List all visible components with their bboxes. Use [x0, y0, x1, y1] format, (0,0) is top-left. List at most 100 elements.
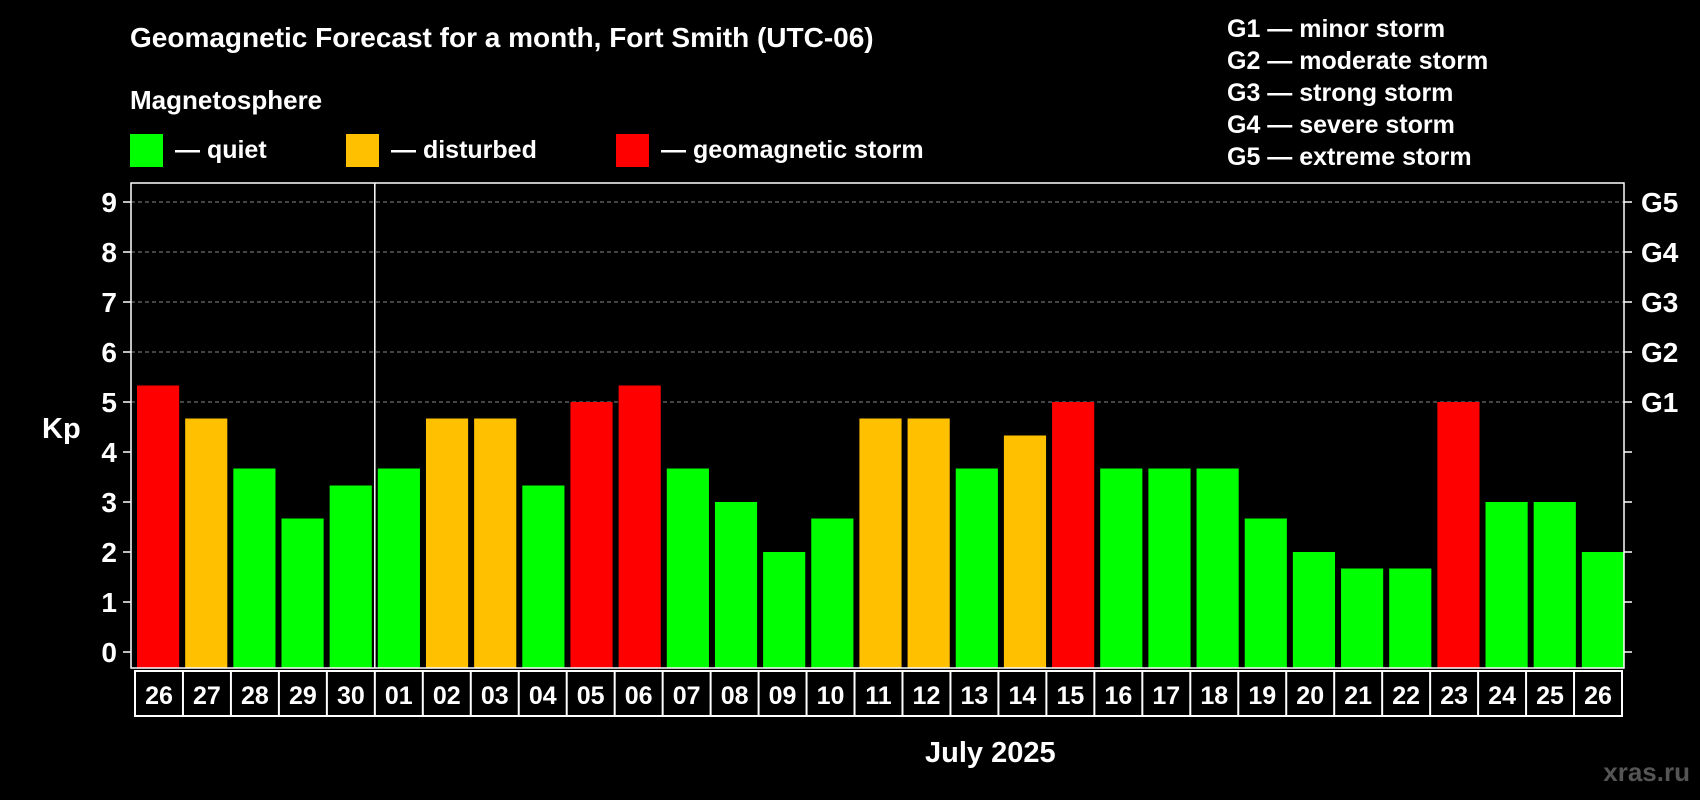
- bar-17: [955, 468, 998, 668]
- bar-26: [1389, 568, 1432, 668]
- bar-10: [618, 385, 661, 668]
- g-tick-label-G4: G4: [1641, 237, 1679, 268]
- legend-item-quiet: — quiet: [130, 133, 267, 167]
- y-axis-label: Kp: [42, 413, 81, 445]
- g-tick-label-G5: G5: [1641, 187, 1678, 218]
- date-label-0: 26: [145, 682, 173, 710]
- date-label-2: 28: [241, 682, 269, 710]
- bar-30: [1581, 552, 1624, 668]
- date-label-19: 15: [1056, 682, 1084, 710]
- date-label-29: 25: [1536, 682, 1564, 710]
- date-label-21: 17: [1152, 682, 1180, 710]
- date-label-10: 06: [625, 682, 653, 710]
- bar-28: [1485, 502, 1528, 668]
- date-label-27: 23: [1440, 682, 1468, 710]
- bar-20: [1100, 468, 1143, 668]
- g-level-2: G2 — moderate storm: [1227, 47, 1489, 75]
- legend-label-storm: — geomagnetic storm: [661, 135, 924, 164]
- date-label-22: 18: [1200, 682, 1228, 710]
- ytick-label-1: 1: [101, 587, 117, 618]
- date-label-12: 08: [721, 682, 749, 710]
- bar-25: [1341, 568, 1384, 668]
- date-label-11: 07: [673, 682, 701, 710]
- bar-22: [1196, 468, 1239, 668]
- date-label-8: 04: [529, 682, 557, 710]
- legend-label-quiet: — quiet: [175, 135, 267, 164]
- bar-23: [1244, 518, 1287, 668]
- bar-24: [1292, 552, 1336, 668]
- date-row: [134, 670, 1623, 717]
- bar-29: [1533, 502, 1576, 668]
- legend-swatch-disturbed: [346, 133, 379, 167]
- ytick-label-3: 3: [101, 487, 117, 518]
- legend-item-storm: — geomagnetic storm: [616, 133, 924, 167]
- bar-19: [1052, 402, 1095, 668]
- bar-11: [666, 468, 709, 668]
- legend-item-disturbed: — disturbed: [346, 133, 537, 167]
- g-tick-label-G1: G1: [1641, 387, 1678, 418]
- bar-5: [377, 468, 420, 668]
- ytick-label-9: 9: [101, 187, 117, 218]
- date-label-5: 01: [385, 682, 413, 710]
- date-label-4: 30: [337, 682, 365, 710]
- g-level-4: G4 — severe storm: [1227, 111, 1455, 139]
- bar-14: [811, 518, 854, 668]
- date-label-18: 14: [1008, 682, 1036, 710]
- date-label-6: 02: [433, 682, 461, 710]
- bar-18: [1003, 435, 1047, 668]
- plot-frame: [130, 182, 1625, 669]
- date-label-9: 05: [577, 682, 605, 710]
- date-label-28: 24: [1488, 682, 1516, 710]
- ytick-label-6: 6: [101, 337, 117, 368]
- bar-12: [714, 502, 758, 668]
- g-level-5: G5 — extreme storm: [1227, 143, 1472, 171]
- bar-4: [329, 485, 372, 668]
- date-label-7: 03: [481, 682, 509, 710]
- bar-2: [233, 468, 276, 668]
- bar-16: [907, 418, 950, 668]
- bar-13: [763, 552, 806, 668]
- ytick-label-8: 8: [101, 237, 117, 268]
- bar-7: [474, 418, 517, 668]
- date-label-24: 20: [1296, 682, 1324, 710]
- ytick-label-4: 4: [101, 437, 117, 468]
- month-label: July 2025: [925, 737, 1056, 769]
- g-level-3: G3 — strong storm: [1227, 79, 1454, 107]
- bar-15: [859, 418, 902, 668]
- ytick-label-7: 7: [101, 287, 117, 318]
- g-level-legend: G1 — minor storm G2 — moderate storm G3 …: [1227, 13, 1488, 173]
- date-label-13: 09: [769, 682, 797, 710]
- ytick-label-2: 2: [101, 537, 117, 568]
- bar-0: [137, 385, 180, 668]
- date-label-20: 16: [1104, 682, 1132, 710]
- bar-9: [570, 402, 613, 668]
- date-label-30: 26: [1584, 682, 1612, 710]
- g-tick-label-G2: G2: [1641, 337, 1678, 368]
- date-label-15: 11: [865, 682, 892, 710]
- bar-27: [1437, 402, 1480, 668]
- ytick-label-5: 5: [101, 387, 117, 418]
- chart-title: Geomagnetic Forecast for a month, Fort S…: [130, 22, 874, 53]
- date-label-14: 10: [817, 682, 845, 710]
- date-label-17: 13: [961, 682, 989, 710]
- watermark: xras.ru: [1603, 757, 1690, 787]
- date-label-1: 27: [193, 682, 221, 710]
- bar-8: [522, 485, 565, 668]
- legend-swatch-storm: [616, 133, 649, 167]
- ytick-label-0: 0: [101, 637, 117, 668]
- date-label-23: 19: [1248, 682, 1276, 710]
- legend-heading: Magnetosphere: [130, 85, 323, 115]
- legend-label-disturbed: — disturbed: [391, 135, 537, 164]
- date-label-16: 12: [913, 682, 941, 710]
- bar-6: [425, 418, 469, 668]
- legend-swatch-quiet: [130, 133, 163, 167]
- g-tick-label-G3: G3: [1641, 287, 1678, 318]
- bar-21: [1148, 468, 1191, 668]
- date-label-3: 29: [289, 682, 317, 710]
- bar-1: [185, 418, 228, 668]
- g-level-1: G1 — minor storm: [1227, 15, 1446, 43]
- date-label-26: 22: [1392, 682, 1420, 710]
- date-label-25: 21: [1344, 682, 1372, 710]
- bar-3: [281, 518, 324, 668]
